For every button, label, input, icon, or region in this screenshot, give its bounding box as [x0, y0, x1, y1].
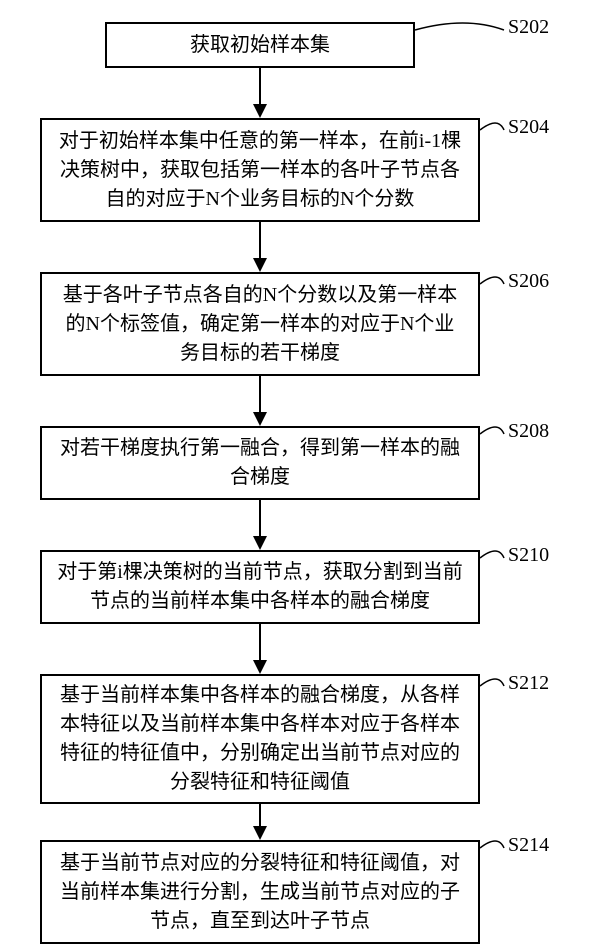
- step-label-s204: S204: [508, 116, 549, 139]
- flow-node-s208: 对若干梯度执行第一融合，得到第一样本的融合梯度: [40, 426, 480, 500]
- flow-node-s202: 获取初始样本集: [105, 22, 415, 68]
- flow-node-text: 获取初始样本集: [190, 31, 330, 60]
- flow-node-text: 对于第i棵决策树的当前节点，获取分割到当前节点的当前样本集中各样本的融合梯度: [56, 558, 464, 616]
- step-label-s210: S210: [508, 544, 549, 567]
- flow-node-text: 基于各叶子节点各自的N个分数以及第一样本的N个标签值，确定第一样本的对应于N个业…: [56, 281, 464, 368]
- step-label-s214: S214: [508, 834, 549, 857]
- flow-node-s212: 基于当前样本集中各样本的融合梯度，从各样本特征以及当前样本集中各样本对应于各样本…: [40, 674, 480, 804]
- flow-node-s206: 基于各叶子节点各自的N个分数以及第一样本的N个标签值，确定第一样本的对应于N个业…: [40, 272, 480, 376]
- flow-node-text: 对于初始样本集中任意的第一样本，在前i-1棵决策树中，获取包括第一样本的各叶子节…: [56, 127, 464, 214]
- flow-node-text: 对若干梯度执行第一融合，得到第一样本的融合梯度: [56, 434, 464, 492]
- step-label-s208: S208: [508, 420, 549, 443]
- flow-node-s210: 对于第i棵决策树的当前节点，获取分割到当前节点的当前样本集中各样本的融合梯度: [40, 550, 480, 624]
- flowchart-canvas: 获取初始样本集 S202 对于初始样本集中任意的第一样本，在前i-1棵决策树中，获取…: [0, 0, 598, 946]
- flow-node-text: 基于当前节点对应的分裂特征和特征阈值，对当前样本集进行分割，生成当前节点对应的子…: [56, 849, 464, 936]
- flow-node-text: 基于当前样本集中各样本的融合梯度，从各样本特征以及当前样本集中各样本对应于各样本…: [56, 681, 464, 797]
- step-label-s206: S206: [508, 270, 549, 293]
- step-label-s202: S202: [508, 16, 549, 39]
- flow-node-s204: 对于初始样本集中任意的第一样本，在前i-1棵决策树中，获取包括第一样本的各叶子节…: [40, 118, 480, 222]
- flow-node-s214: 基于当前节点对应的分裂特征和特征阈值，对当前样本集进行分割，生成当前节点对应的子…: [40, 840, 480, 944]
- step-label-s212: S212: [508, 672, 549, 695]
